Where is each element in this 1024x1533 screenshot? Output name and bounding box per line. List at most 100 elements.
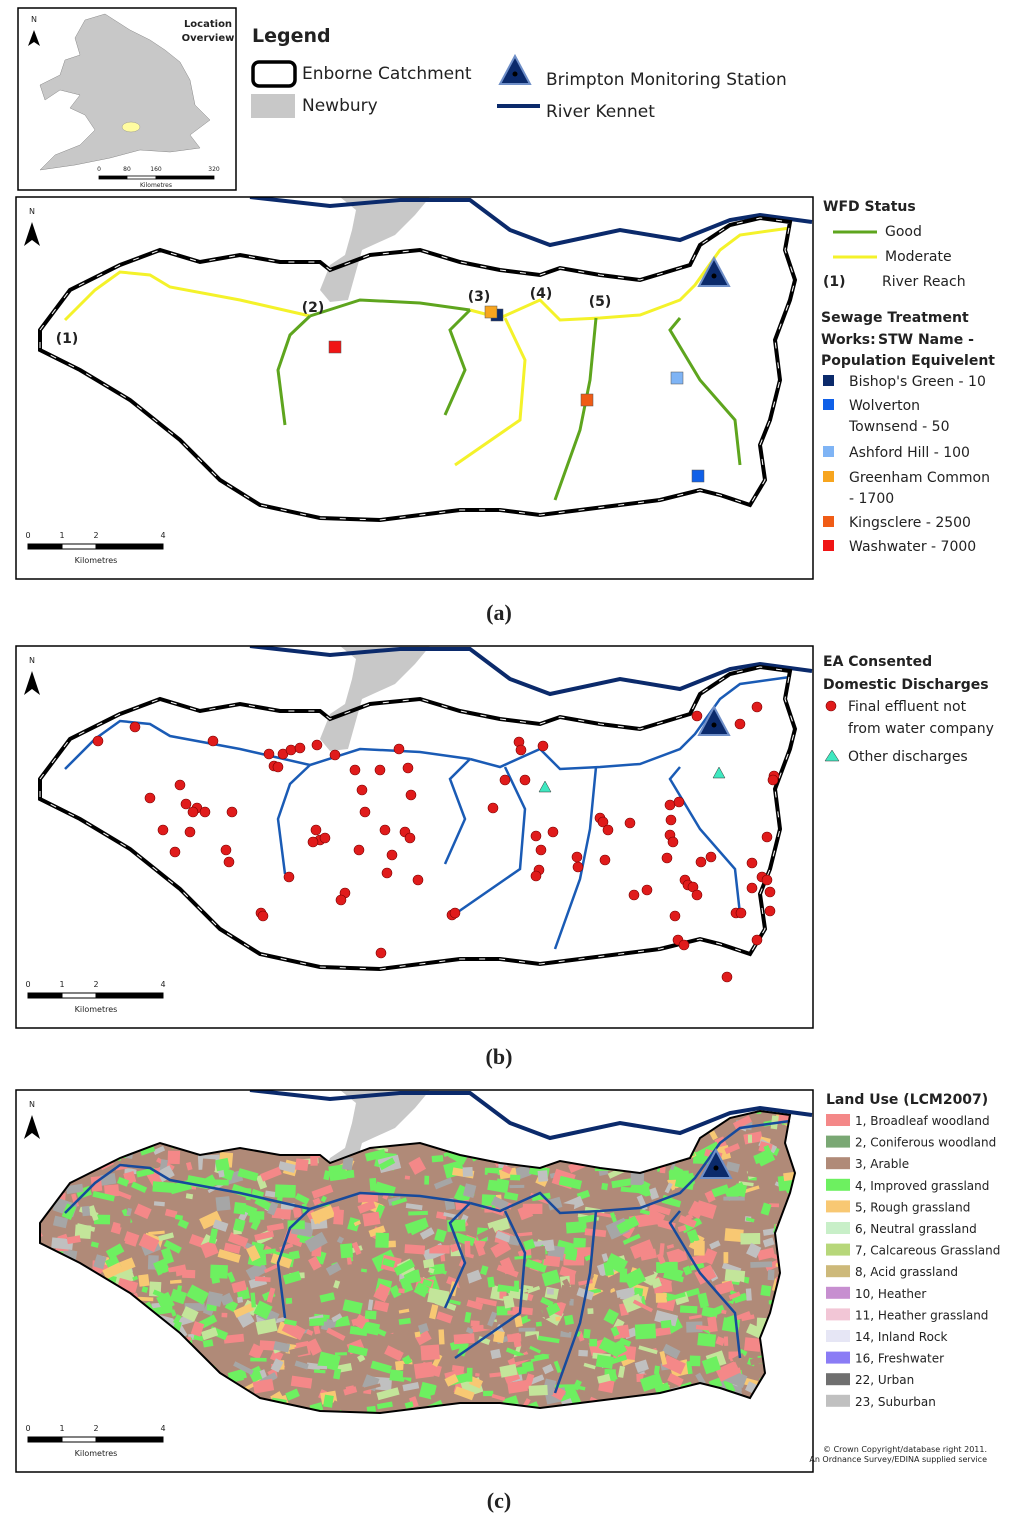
land-parcel bbox=[384, 1345, 404, 1362]
land-parcel bbox=[665, 1409, 687, 1413]
panel-frame bbox=[15, 196, 814, 580]
land-parcel bbox=[424, 1121, 441, 1133]
river bbox=[469, 675, 791, 771]
land-parcel bbox=[88, 1205, 99, 1221]
land-parcel bbox=[635, 1132, 650, 1140]
land-parcel bbox=[250, 1292, 257, 1308]
discharge-point bbox=[599, 854, 611, 866]
land-parcel bbox=[721, 1309, 727, 1315]
discharge-point bbox=[257, 910, 269, 922]
scale-bar bbox=[61, 992, 97, 999]
discharge-point bbox=[405, 789, 417, 801]
land-parcel bbox=[476, 1227, 496, 1241]
land-parcel bbox=[43, 1281, 61, 1293]
land-parcel bbox=[477, 1146, 499, 1153]
land-parcel bbox=[71, 1193, 80, 1208]
label: WFD Status bbox=[823, 199, 916, 215]
land-parcel bbox=[76, 1131, 89, 1144]
land-parcel bbox=[90, 1231, 99, 1237]
land-parcel bbox=[330, 1325, 351, 1332]
land-parcel bbox=[382, 1258, 396, 1268]
legend-landuse bbox=[826, 1351, 850, 1364]
land-parcel bbox=[680, 1111, 700, 1120]
land-parcel bbox=[797, 1151, 818, 1168]
land-parcel bbox=[808, 1351, 826, 1362]
land-parcel bbox=[92, 1190, 115, 1202]
land-parcel bbox=[781, 1252, 791, 1264]
land-parcel bbox=[634, 1150, 653, 1161]
scale-bar bbox=[98, 175, 128, 180]
land-parcel bbox=[184, 1111, 199, 1123]
land-parcel bbox=[422, 1407, 436, 1413]
land-parcel bbox=[78, 1296, 96, 1304]
discharge-point bbox=[547, 826, 559, 838]
land-parcel bbox=[430, 1393, 440, 1401]
land-parcel bbox=[145, 1385, 162, 1404]
discharge-point bbox=[353, 844, 365, 856]
land-parcel bbox=[801, 1270, 812, 1282]
land-parcel bbox=[167, 1378, 178, 1393]
land-parcel bbox=[219, 1417, 229, 1427]
land-parcel bbox=[333, 1368, 342, 1380]
land-parcel bbox=[660, 1319, 672, 1329]
land-parcel bbox=[733, 1292, 748, 1304]
land-parcel bbox=[758, 1406, 771, 1412]
stw-site bbox=[691, 469, 705, 483]
land-parcel bbox=[540, 1303, 550, 1320]
land-parcel bbox=[326, 1111, 342, 1120]
land-parcel bbox=[67, 1336, 91, 1353]
land-parcel bbox=[657, 1134, 679, 1146]
land-parcel bbox=[760, 1284, 772, 1297]
brimpton-station bbox=[498, 53, 532, 85]
land-parcel bbox=[472, 1324, 484, 1333]
land-parcel bbox=[80, 1115, 105, 1135]
label: 7, Calcareous Grassland bbox=[855, 1244, 1000, 1258]
land-parcel bbox=[322, 1111, 338, 1112]
land-parcel bbox=[95, 1111, 106, 1112]
land-parcel bbox=[636, 1102, 658, 1107]
land-parcel bbox=[444, 1370, 459, 1379]
land-parcel bbox=[102, 1262, 124, 1280]
land-parcel bbox=[599, 1111, 620, 1125]
land-parcel bbox=[638, 1345, 658, 1355]
land-parcel bbox=[342, 1156, 354, 1171]
legend-landuse bbox=[826, 1243, 850, 1256]
land-parcel bbox=[126, 1142, 140, 1148]
land-parcel bbox=[223, 1242, 241, 1254]
land-parcel bbox=[404, 1244, 426, 1255]
discharge-point bbox=[356, 784, 368, 796]
legend-landuse bbox=[826, 1373, 850, 1386]
panel: (1) (2) (3) (4) (5) N 0 1 2 4 Kilometres WFD Status… bbox=[15, 196, 995, 580]
land-parcel bbox=[726, 1421, 747, 1436]
land-parcel bbox=[411, 1111, 426, 1125]
land-parcel bbox=[185, 1111, 207, 1123]
land-parcel bbox=[594, 1274, 614, 1293]
land-parcel bbox=[44, 1405, 59, 1413]
land-parcel bbox=[233, 1201, 247, 1215]
land-parcel bbox=[660, 1414, 677, 1428]
land-parcel bbox=[218, 1169, 225, 1178]
land-parcel bbox=[102, 1384, 118, 1394]
land-parcel bbox=[697, 1332, 717, 1347]
label: 0 bbox=[25, 980, 30, 989]
land-parcel bbox=[175, 1411, 196, 1413]
land-parcel bbox=[151, 1345, 160, 1352]
land-parcel bbox=[373, 1327, 387, 1337]
land-parcel bbox=[209, 1383, 224, 1397]
label: Population Equivelent bbox=[821, 353, 995, 369]
land-parcel bbox=[540, 1296, 554, 1308]
river-kennet bbox=[249, 197, 813, 248]
legend-landuse bbox=[826, 1308, 850, 1321]
land-parcel bbox=[666, 1292, 686, 1302]
discharge-point bbox=[537, 740, 549, 752]
land-parcel bbox=[513, 1407, 535, 1413]
discharge-point bbox=[530, 870, 542, 882]
land-parcel bbox=[152, 1181, 175, 1194]
land-parcel bbox=[587, 1417, 610, 1433]
land-parcel bbox=[40, 1111, 51, 1116]
land-parcel bbox=[202, 1375, 224, 1389]
land-parcel bbox=[152, 1305, 174, 1316]
land-parcel bbox=[591, 1419, 597, 1424]
land-parcel bbox=[44, 1175, 59, 1192]
label: Bishop's Green - 10 bbox=[849, 374, 986, 390]
